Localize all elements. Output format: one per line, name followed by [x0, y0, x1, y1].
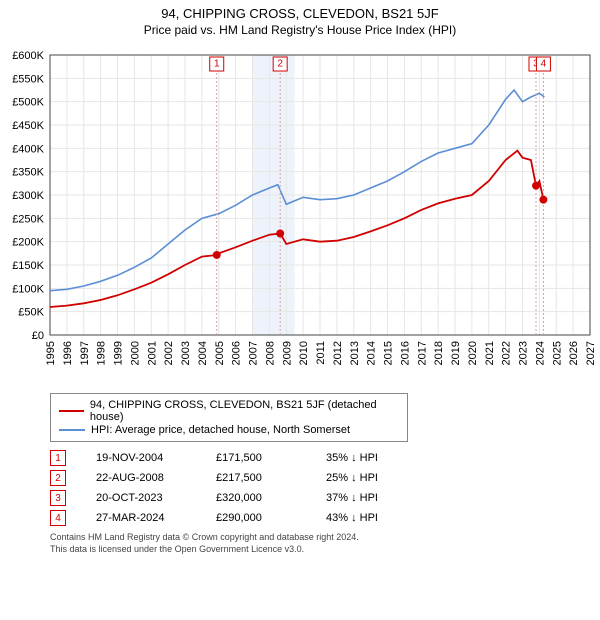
sale-marker-icon: 1 [50, 450, 66, 466]
svg-text:2002: 2002 [163, 341, 175, 365]
legend-swatch [59, 410, 84, 412]
svg-text:2005: 2005 [214, 341, 226, 365]
sale-price: £171,500 [216, 452, 296, 464]
sale-date: 22-AUG-2008 [96, 472, 186, 484]
svg-text:2021: 2021 [484, 341, 496, 365]
svg-text:£600K: £600K [12, 50, 44, 62]
sale-date: 19-NOV-2004 [96, 452, 186, 464]
svg-text:2014: 2014 [366, 341, 378, 365]
svg-text:2001: 2001 [146, 341, 158, 365]
svg-text:£50K: £50K [18, 307, 44, 319]
chart-area: £0 £50K £100K £150K £200K £250K £300K £350K £400… [0, 45, 600, 385]
sale-price: £320,000 [216, 492, 296, 504]
footer-line-1: Contains HM Land Registry data © Crown c… [50, 532, 580, 544]
svg-text:£450K: £450K [12, 120, 44, 132]
svg-text:£150K: £150K [12, 260, 44, 272]
svg-text:£500K: £500K [12, 97, 44, 109]
sale-marker-icon: 3 [50, 490, 66, 506]
sale-price: £290,000 [216, 512, 296, 524]
sales-row: 2 22-AUG-2008 £217,500 25% ↓ HPI [50, 470, 580, 486]
svg-text:4: 4 [541, 59, 547, 70]
sales-table: 1 19-NOV-2004 £171,500 35% ↓ HPI 2 22-AUG-200… [50, 450, 580, 526]
svg-text:£200K: £200K [12, 237, 44, 249]
svg-text:£0: £0 [32, 330, 44, 342]
svg-text:2016: 2016 [399, 341, 411, 365]
sale-price: £217,500 [216, 472, 296, 484]
sale-pct: 37% ↓ HPI [326, 492, 406, 504]
sales-row: 3 20-OCT-2023 £320,000 37% ↓ HPI [50, 490, 580, 506]
svg-text:£550K: £550K [12, 73, 44, 85]
svg-text:2004: 2004 [197, 341, 209, 365]
svg-text:£300K: £300K [12, 190, 44, 202]
svg-text:2: 2 [277, 59, 283, 70]
legend-item: 94, CHIPPING CROSS, CLEVEDON, BS21 5JF (… [59, 399, 399, 423]
svg-text:1995: 1995 [45, 341, 57, 365]
sales-row: 1 19-NOV-2004 £171,500 35% ↓ HPI [50, 450, 580, 466]
sale-pct: 35% ↓ HPI [326, 452, 406, 464]
sale-marker-icon: 4 [50, 510, 66, 526]
sale-marker-icon: 2 [50, 470, 66, 486]
legend: 94, CHIPPING CROSS, CLEVEDON, BS21 5JF (… [50, 393, 408, 442]
svg-text:2011: 2011 [315, 341, 327, 365]
svg-text:2000: 2000 [129, 341, 141, 365]
svg-text:1999: 1999 [113, 341, 125, 365]
svg-text:2022: 2022 [501, 341, 513, 365]
svg-text:2026: 2026 [568, 341, 580, 365]
legend-label: 94, CHIPPING CROSS, CLEVEDON, BS21 5JF (… [90, 399, 399, 423]
footer-attribution: Contains HM Land Registry data © Crown c… [50, 532, 580, 555]
svg-text:2020: 2020 [467, 341, 479, 365]
sales-row: 4 27-MAR-2024 £290,000 43% ↓ HPI [50, 510, 580, 526]
svg-text:2024: 2024 [534, 341, 546, 365]
svg-text:2006: 2006 [231, 341, 243, 365]
svg-text:2009: 2009 [281, 341, 293, 365]
chart-title: 94, CHIPPING CROSS, CLEVEDON, BS21 5JF [0, 6, 600, 21]
svg-text:1997: 1997 [79, 341, 91, 365]
svg-text:2019: 2019 [450, 341, 462, 365]
svg-text:1998: 1998 [96, 341, 108, 365]
svg-text:£400K: £400K [12, 143, 44, 155]
svg-text:2023: 2023 [518, 341, 530, 365]
svg-text:2017: 2017 [416, 341, 428, 365]
svg-text:£250K: £250K [12, 213, 44, 225]
price-chart: £0 £50K £100K £150K £200K £250K £300K £350K £400… [0, 45, 600, 385]
svg-text:£100K: £100K [12, 283, 44, 295]
svg-text:2008: 2008 [264, 341, 276, 365]
svg-text:£350K: £350K [12, 167, 44, 179]
svg-text:2018: 2018 [433, 341, 445, 365]
sale-pct: 43% ↓ HPI [326, 512, 406, 524]
svg-text:2012: 2012 [332, 341, 344, 365]
legend-swatch [59, 429, 85, 431]
sale-date: 20-OCT-2023 [96, 492, 186, 504]
legend-label: HPI: Average price, detached house, Nort… [91, 424, 350, 436]
svg-text:2010: 2010 [298, 341, 310, 365]
svg-text:2003: 2003 [180, 341, 192, 365]
svg-text:1996: 1996 [62, 341, 74, 365]
svg-text:2027: 2027 [585, 341, 597, 365]
footer-line-2: This data is licensed under the Open Gov… [50, 544, 580, 556]
svg-text:2015: 2015 [383, 341, 395, 365]
sale-date: 27-MAR-2024 [96, 512, 186, 524]
svg-text:1: 1 [214, 59, 220, 70]
sale-pct: 25% ↓ HPI [326, 472, 406, 484]
svg-text:2007: 2007 [248, 341, 260, 365]
chart-subtitle: Price paid vs. HM Land Registry's House … [0, 23, 600, 37]
svg-text:2025: 2025 [551, 341, 563, 365]
legend-item: HPI: Average price, detached house, Nort… [59, 424, 399, 436]
svg-text:2013: 2013 [349, 341, 361, 365]
